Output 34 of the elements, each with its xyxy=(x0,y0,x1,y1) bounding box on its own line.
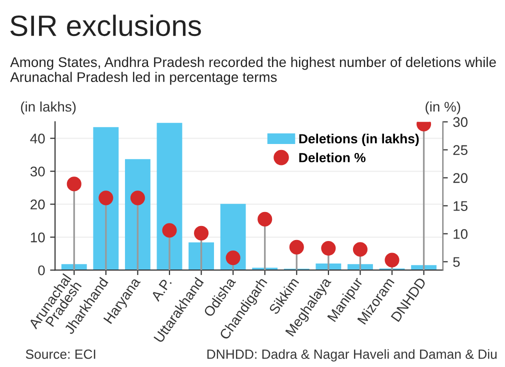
point xyxy=(352,242,368,257)
y-tick-label: 0 xyxy=(38,265,45,276)
y-tick-label: 20 xyxy=(30,200,45,210)
source-note: Source: ECI xyxy=(26,350,96,359)
chart-title: SIR exclusions xyxy=(10,14,201,36)
chart-subtitle: Among States, Andhra Pradesh recorded the highest number of deletions while Arunachal Pradesh led in percentage terms xyxy=(10,56,496,85)
y2-tick-label: 25 xyxy=(453,145,468,155)
bar xyxy=(188,242,214,270)
point xyxy=(66,176,82,192)
point xyxy=(130,190,145,206)
y-tick-label: 30 xyxy=(30,166,45,176)
point xyxy=(321,241,336,256)
y-axis-title: (in lakhs) xyxy=(21,101,76,114)
y2-axis-title: (in %) xyxy=(426,101,460,114)
bar xyxy=(124,159,150,270)
point xyxy=(289,240,304,254)
point xyxy=(98,190,114,206)
point xyxy=(226,250,240,266)
y2-tick-label: 10 xyxy=(454,229,468,239)
point xyxy=(384,252,400,268)
bar xyxy=(93,127,119,270)
y2-tick-label: 5 xyxy=(453,257,460,267)
y-tick-label: 10 xyxy=(30,232,45,242)
text: DNHDD: Dadra & Nagar Haveli and Daman & Diu xyxy=(207,349,497,362)
legend-label: Deletion % xyxy=(299,152,366,162)
y2-tick-label: 30 xyxy=(453,117,468,128)
point xyxy=(162,223,177,238)
legend-label: Deletions (in lakhs) xyxy=(299,134,419,146)
bar xyxy=(156,122,182,270)
y-tick-label: 40 xyxy=(30,134,45,144)
point xyxy=(258,212,272,226)
y2-tick-label: 15 xyxy=(454,201,468,211)
point xyxy=(194,226,209,240)
y2-tick-label: 20 xyxy=(453,173,468,183)
